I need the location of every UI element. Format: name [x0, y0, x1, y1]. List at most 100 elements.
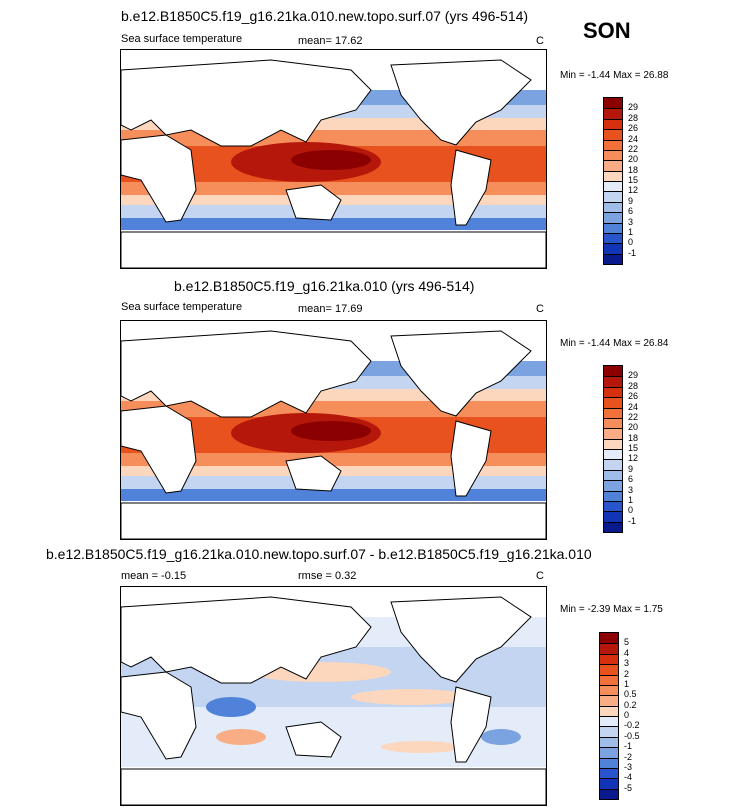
- colorbar-segment: [604, 428, 622, 439]
- colorbar-segment: [604, 129, 622, 140]
- colorbar-segment: [600, 788, 618, 799]
- panel-2-sst-field: [121, 321, 546, 539]
- panel-1-title: b.e12.B1850C5.f19_g16.21ka.010.new.topo.…: [121, 8, 529, 24]
- colorbar-segment: [604, 449, 622, 460]
- colorbar-segment: [600, 778, 618, 789]
- colorbar-tick-label: 29: [628, 102, 639, 113]
- colorbar-segment: [600, 726, 618, 737]
- panel-1-sst-field: [121, 50, 546, 268]
- panel-3-map: [120, 586, 547, 806]
- colorbar-segment: [604, 170, 622, 181]
- colorbar-segment: [604, 222, 622, 233]
- panel-3-mean-label: mean = -0.15: [121, 570, 187, 582]
- colorbar-tick-label: 6: [628, 474, 634, 485]
- panel-2-mean-label: mean= 17.69: [298, 303, 363, 315]
- colorbar-tick-label: -4: [624, 772, 633, 783]
- panel-3-minmax: Min = -2.39 Max = 1.75: [560, 604, 663, 615]
- colorbar-segment: [604, 366, 622, 377]
- colorbar-segment: [600, 653, 618, 665]
- colorbar-segment: [604, 500, 622, 512]
- colorbar-tick-label: 1: [628, 494, 634, 505]
- panel-3-colorbar: 5 4 3 2 1 0.5 0.2 0 -0.2 -0.5 -1 -2 -3 -4 -5: [599, 632, 640, 800]
- panel-1-map: [120, 49, 547, 269]
- panel-1-units: C: [536, 35, 544, 47]
- colorbar-tick-label: 3: [628, 484, 634, 495]
- colorbar-tick-label: -3: [624, 761, 633, 772]
- colorbar-tick-label: 18: [628, 432, 639, 443]
- colorbar-segment: [604, 469, 622, 481]
- colorbar-segment: [600, 736, 618, 748]
- colorbar-segment: [604, 201, 622, 213]
- colorbar-tick-label: 18: [628, 164, 639, 175]
- colorbar-segment: [600, 757, 618, 768]
- colorbar-segment: [604, 160, 622, 171]
- colorbar-tick-label: -2: [624, 751, 633, 762]
- colorbar-tick-label: 0.5: [624, 689, 637, 700]
- panel-2-variable-label: Sea surface temperature: [121, 301, 243, 313]
- panel-2-colorbar: 29 28 26 24 22 20 18 15 12 9 6 3 1 0 -1: [603, 365, 638, 533]
- panel-3-rmse-label: rmse = 0.32: [298, 570, 357, 582]
- colorbar-tick-label: 15: [628, 443, 639, 453]
- panel-3-units: C: [536, 570, 544, 582]
- colorbar-segment: [600, 716, 618, 727]
- colorbar-tick-label: -0.5: [624, 730, 640, 741]
- colorbar-tick-label: 20: [628, 422, 639, 433]
- colorbar-tick-label: -1: [628, 515, 637, 526]
- colorbar-tick-label: 24: [628, 401, 639, 412]
- season-label: SON: [583, 18, 631, 43]
- colorbar-segment: [604, 108, 622, 119]
- colorbar-tick-label: -1: [624, 741, 633, 752]
- colorbar-segment: [600, 684, 618, 696]
- colorbar-segment: [600, 643, 618, 654]
- colorbar-segment: [604, 253, 622, 264]
- colorbar-segment: [600, 695, 618, 706]
- colorbar-segment: [604, 386, 622, 398]
- panel-1-mean-label: mean= 17.62: [298, 35, 363, 47]
- colorbar-segment: [604, 407, 622, 418]
- colorbar-segment: [604, 459, 622, 470]
- colorbar-segment: [604, 118, 622, 130]
- colorbar-segment: [604, 376, 622, 387]
- colorbar-segment: [604, 212, 622, 223]
- colorbar-tick-label: 26: [628, 123, 639, 134]
- colorbar-tick-label: 0: [628, 505, 634, 516]
- panel-2-units: C: [536, 303, 544, 315]
- colorbar-tick-label: 4: [624, 647, 630, 658]
- colorbar-tick-label: 24: [628, 133, 639, 144]
- colorbar-tick-label: 9: [628, 195, 634, 206]
- panel-2-minmax: Min = -1.44 Max = 26.84: [560, 338, 669, 349]
- panel-3-title: b.e12.B1850C5.f19_g16.21ka.010.new.topo.…: [46, 546, 592, 562]
- colorbar-segment: [604, 191, 622, 202]
- colorbar-tick-label: 6: [628, 206, 634, 217]
- colorbar-segment: [600, 633, 618, 644]
- colorbar-segment: [600, 674, 618, 685]
- colorbar-tick-label: 0: [628, 237, 634, 248]
- colorbar-segment: [604, 232, 622, 244]
- colorbar-tick-label: 20: [628, 154, 639, 165]
- colorbar-tick-label: 3: [624, 658, 630, 669]
- colorbar-segment: [600, 705, 618, 716]
- colorbar-tick-label: 22: [628, 411, 639, 422]
- colorbar-tick-label: 12: [628, 453, 639, 464]
- colorbar-segment: [604, 480, 622, 491]
- colorbar-segment: [604, 490, 622, 501]
- colorbar-segment: [604, 438, 622, 449]
- panel-1-colorbar: 29 28 26 24 22 20 18 15 12 9 6 3 1 0 -1: [603, 97, 638, 265]
- colorbar-segment: [604, 397, 622, 408]
- colorbar-tick-label: 15: [628, 175, 639, 185]
- panel-3-difference-field: [121, 587, 546, 805]
- colorbar-tick-label: 9: [628, 463, 634, 474]
- colorbar-segment: [604, 521, 622, 532]
- colorbar-segment: [600, 747, 618, 758]
- colorbar-segment: [604, 98, 622, 109]
- colorbar-segment: [600, 767, 618, 779]
- colorbar-segment: [604, 139, 622, 150]
- colorbar-tick-label: 0.2: [624, 699, 637, 710]
- colorbar-segment: [604, 417, 622, 429]
- colorbar-tick-label: 28: [628, 112, 639, 123]
- colorbar-tick-label: 3: [628, 216, 634, 227]
- colorbar-segment: [600, 664, 618, 675]
- colorbar-tick-label: 5: [624, 637, 630, 648]
- colorbar-tick-label: 26: [628, 391, 639, 402]
- panel-1-variable-label: Sea surface temperature: [121, 33, 243, 45]
